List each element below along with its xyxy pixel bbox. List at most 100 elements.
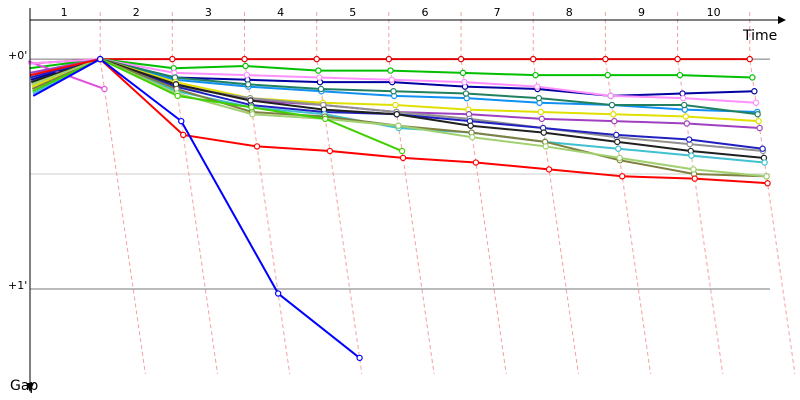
x-tick-label: 7 bbox=[494, 6, 501, 19]
lap-point bbox=[537, 108, 545, 116]
lap-point bbox=[540, 129, 547, 136]
lap-point bbox=[248, 104, 255, 111]
lap-point bbox=[688, 152, 695, 159]
lap-point bbox=[392, 101, 399, 109]
lap-point bbox=[538, 115, 545, 123]
lap-line bbox=[460, 12, 507, 375]
lap-point bbox=[461, 78, 468, 86]
lap-point bbox=[759, 145, 766, 152]
x-tick-label: 4 bbox=[277, 6, 284, 19]
lap-line bbox=[604, 12, 652, 375]
lap-point bbox=[101, 85, 108, 93]
y-axis-arrow bbox=[26, 383, 34, 392]
lap-point bbox=[755, 117, 762, 125]
lap-point bbox=[462, 90, 470, 97]
lap-point bbox=[535, 94, 543, 102]
y-tick-label: +1' bbox=[8, 279, 27, 292]
x-axis-arrow bbox=[778, 16, 786, 24]
lap-point bbox=[763, 173, 770, 180]
lap-point bbox=[393, 111, 400, 118]
lap-point bbox=[608, 101, 616, 109]
lap-point bbox=[243, 71, 251, 79]
lap-point bbox=[253, 143, 261, 150]
y-tick-label: +0' bbox=[8, 49, 27, 62]
lap-point bbox=[676, 71, 684, 79]
x-tick-label: 6 bbox=[421, 6, 428, 19]
lap-point bbox=[469, 134, 476, 141]
lap-point bbox=[472, 159, 480, 166]
x-tick-label: 10 bbox=[707, 6, 721, 19]
lap-point bbox=[395, 122, 402, 129]
lap-line bbox=[532, 12, 579, 375]
lap-point bbox=[542, 143, 549, 150]
lap-point bbox=[459, 69, 467, 77]
lap-point bbox=[764, 180, 771, 187]
lap-point bbox=[614, 138, 621, 146]
lap-point bbox=[532, 71, 539, 79]
lap-point bbox=[387, 67, 394, 74]
lap-point bbox=[322, 115, 329, 123]
lap-point bbox=[242, 62, 249, 70]
lap-point bbox=[749, 74, 756, 81]
lap-point bbox=[388, 76, 396, 83]
x-tick-label: 3 bbox=[205, 6, 212, 19]
lap-point bbox=[316, 74, 323, 81]
lap-point bbox=[611, 117, 618, 125]
lap-point bbox=[683, 120, 691, 127]
series-line bbox=[31, 57, 767, 178]
x-axis-label: Time bbox=[742, 28, 777, 44]
lap-line bbox=[677, 12, 724, 375]
lap-point bbox=[530, 55, 537, 63]
lap-point bbox=[385, 55, 393, 63]
lap-line bbox=[171, 12, 219, 375]
lap-point bbox=[247, 97, 254, 104]
x-tick-label: 2 bbox=[133, 6, 140, 19]
lap-line bbox=[749, 12, 796, 375]
lap-line bbox=[388, 12, 435, 375]
lap-point bbox=[691, 175, 698, 182]
lap-point bbox=[178, 117, 185, 125]
lap-point bbox=[313, 55, 320, 63]
lap-point bbox=[616, 154, 623, 162]
lap-point bbox=[682, 113, 690, 120]
lap-point bbox=[315, 67, 322, 74]
lap-point bbox=[751, 88, 758, 95]
lap-point bbox=[613, 131, 620, 139]
lap-point bbox=[174, 92, 181, 100]
lap-point bbox=[674, 55, 681, 63]
lap-point bbox=[607, 92, 614, 100]
plot-area bbox=[27, 55, 771, 362]
lap-point bbox=[610, 111, 617, 118]
lap-point bbox=[96, 55, 104, 63]
x-tick-label: 8 bbox=[566, 6, 573, 19]
x-tick-label: 1 bbox=[61, 6, 68, 19]
lap-point bbox=[244, 81, 252, 88]
lap-point bbox=[752, 99, 760, 106]
series-line bbox=[31, 57, 767, 178]
lap-point bbox=[756, 124, 763, 132]
lap-point bbox=[761, 159, 768, 166]
lap-line bbox=[244, 12, 291, 375]
lap-point bbox=[680, 101, 688, 109]
lap-point bbox=[467, 122, 474, 129]
lap-point bbox=[326, 147, 334, 155]
lap-point bbox=[457, 55, 465, 63]
lap-point bbox=[169, 55, 176, 63]
x-tick-label: 9 bbox=[638, 6, 645, 19]
lap-point bbox=[545, 166, 553, 173]
lap-point bbox=[317, 85, 325, 93]
lap-point bbox=[604, 71, 611, 79]
lap-point bbox=[615, 145, 622, 152]
lap-point bbox=[602, 55, 609, 63]
lap-point bbox=[679, 94, 687, 102]
lap-point bbox=[619, 173, 626, 180]
lap-point bbox=[398, 147, 406, 155]
lap-point bbox=[390, 88, 397, 95]
lap-point bbox=[754, 111, 761, 118]
lap-point bbox=[690, 166, 697, 173]
lap-point bbox=[746, 55, 753, 63]
lap-point bbox=[249, 111, 256, 118]
lap-point bbox=[180, 131, 187, 139]
lap-point bbox=[533, 83, 541, 90]
